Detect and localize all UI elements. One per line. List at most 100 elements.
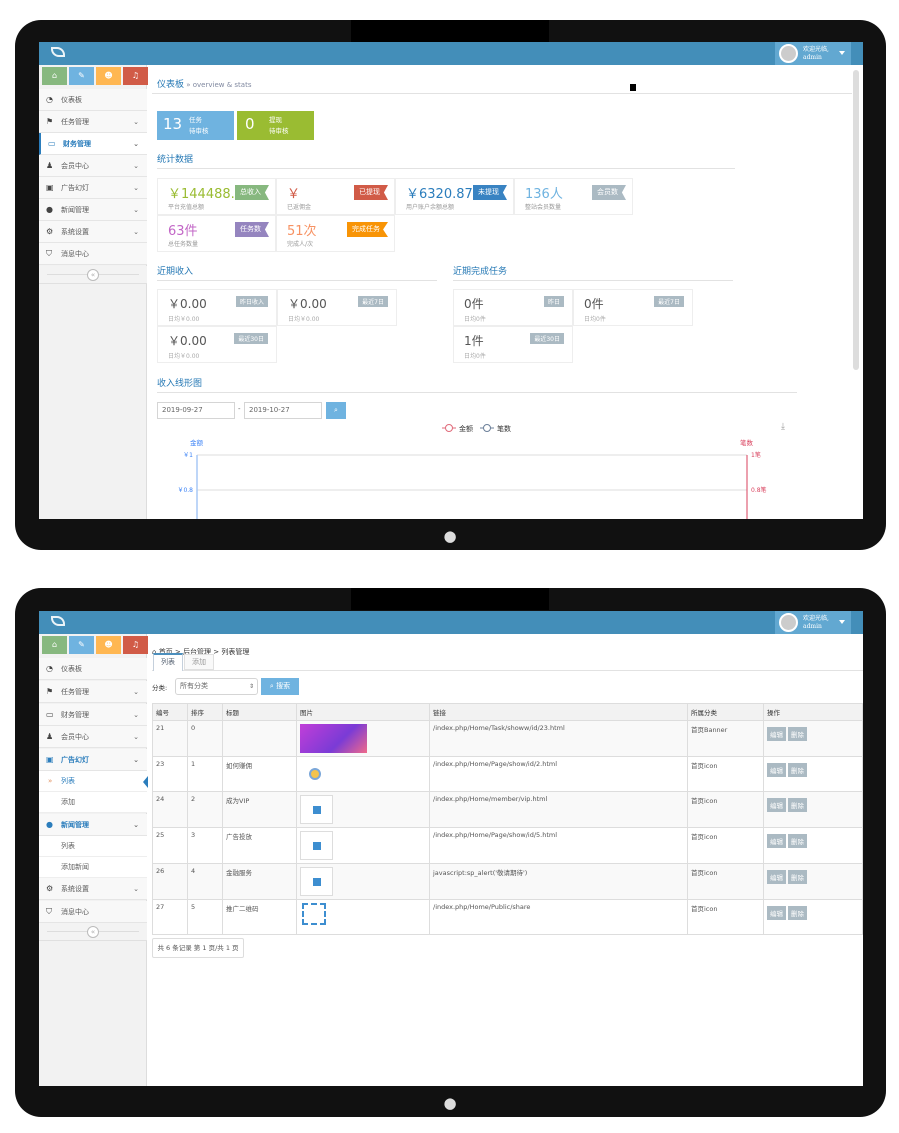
sidebar-item-ads[interactable]: ▣ 广告幻灯 ⌄ (39, 749, 147, 771)
user-menu[interactable]: 欢迎光临, admin (775, 42, 851, 65)
filter-label: 分类: (152, 684, 168, 692)
sidebar-item-dashboard[interactable]: ◔ 仪表板 (39, 89, 147, 111)
sidebar-item-tasks[interactable]: ⚑ 任务管理 ⌄ (39, 681, 147, 703)
search-button[interactable]: ⌕ (326, 402, 346, 419)
cell-category: 首页icon (687, 791, 764, 828)
stat-value: 51次 (287, 224, 317, 239)
y-right-tick: 0.8笔 (751, 486, 767, 494)
search-button[interactable]: ⌕ 搜索 (261, 678, 299, 695)
shortcut-bell-button[interactable]: ♫ (123, 636, 148, 654)
collapse-double-left-icon[interactable]: « (87, 269, 99, 281)
stat-box: 63件 总任务数量 任务数 (157, 215, 276, 252)
date-to-input[interactable]: 2019-10-27 (244, 402, 322, 419)
delete-button[interactable]: 删除 (788, 906, 807, 920)
infobox-withdraw[interactable]: 0 提现 待审核 (237, 111, 314, 140)
delete-button[interactable]: 删除 (788, 798, 807, 812)
infobox-sublabel: 待审核 (189, 127, 209, 135)
edit-button[interactable]: 编辑 (767, 870, 786, 884)
shortcut-pencil-button[interactable]: ✎ (69, 636, 94, 654)
column-header: 所属分类 (687, 703, 764, 721)
cell-title: 如何赚佣 (222, 756, 297, 792)
column-header: 链接 (429, 703, 688, 721)
breadcrumb-admin[interactable]: 后台管理 (183, 648, 212, 656)
edit-button[interactable]: 编辑 (767, 834, 786, 848)
delete-button[interactable]: 删除 (788, 870, 807, 884)
broken-image-icon (300, 831, 333, 860)
legend-marker[interactable] (483, 424, 491, 432)
sidebar-subitem-ads-list[interactable]: » 列表 (39, 771, 148, 792)
chevron-down-icon: ⌄ (133, 821, 139, 829)
banner-image (300, 724, 367, 753)
sidebar-subitem-news-list[interactable]: 列表 (39, 836, 147, 857)
edit-button[interactable]: 编辑 (767, 763, 786, 777)
label: 仪表板 (61, 665, 82, 673)
table-row: 24 2 成为VIP/index.php/Home/member/vip.html 首… (152, 791, 863, 828)
sidebar-item-dashboard[interactable]: ◔ 仪表板 (39, 658, 147, 680)
cursor-mark (630, 84, 636, 91)
sidebar-item-finance[interactable]: ▭ 财务管理 ⌄ (39, 704, 147, 726)
gear-icon: ⚙ (46, 884, 54, 893)
tab-list[interactable]: 列表 (153, 653, 183, 671)
legend-label[interactable]: 金额 (459, 424, 473, 433)
monitor-frame-bottom: 欢迎光临, admin ⌂ ✎ ☻ ♫ ◔ 仪表板 ⚑ 任务管理 ⌄ ▭ 财务管理 ⌄ ♟ 会… (15, 588, 886, 1117)
column-header: 编号 (152, 703, 188, 721)
delete-button[interactable]: 删除 (788, 727, 807, 741)
tab-add[interactable]: 添加 (184, 654, 214, 670)
scrollbar[interactable] (853, 70, 859, 370)
sidebar-subitem-ads-add[interactable]: 添加 (39, 792, 147, 813)
shortcut-users-button[interactable]: ☻ (96, 67, 121, 85)
chevron-down-icon: ⌄ (133, 756, 139, 764)
stat-box: ￥ 已返佣金 已提现 (276, 178, 395, 215)
shortcut-users-button[interactable]: ☻ (96, 636, 121, 654)
legend-marker[interactable] (445, 424, 453, 432)
sidebar-item-messages[interactable]: ⛉ 消息中心 (39, 243, 147, 265)
sidebar-item-finance[interactable]: ▭ 财务管理 ⌄ (39, 133, 147, 155)
divider (152, 93, 852, 94)
sidebar-item-news[interactable]: ● 新闻管理 ⌄ (39, 814, 147, 836)
section-title-stats: 统计数据 (157, 155, 194, 165)
collapse-double-left-icon[interactable]: « (87, 926, 99, 938)
flag-icon: ⚑ (46, 687, 54, 696)
summary-box: 0件 日均0件 昨日 (453, 289, 573, 326)
sidebar-item-ads[interactable]: ▣ 广告幻灯 ⌄ (39, 177, 147, 199)
breadcrumb-home[interactable]: 首页 (158, 648, 173, 656)
cell-actions: 编辑 删除 (763, 756, 863, 792)
shortcut-pencil-button[interactable]: ✎ (69, 67, 94, 85)
sidebar-item-news[interactable]: ● 新闻管理 ⌄ (39, 199, 147, 221)
download-icon[interactable]: ⤓ (781, 422, 785, 432)
infobox-tasks[interactable]: 13 任务 待审核 (157, 111, 234, 140)
sidebar-collapse: « (39, 266, 147, 284)
summary-average: 日均0件 (464, 316, 486, 323)
label: 消息中心 (61, 250, 89, 258)
sidebar-subitem-news-add[interactable]: 添加新闻 (39, 857, 147, 878)
shortcut-home-button[interactable]: ⌂ (42, 67, 67, 85)
delete-button[interactable]: 删除 (788, 834, 807, 848)
breadcrumb: ⌂ 首页 > 后台管理 > 列表管理 (152, 647, 249, 657)
section-title-tasks: 近期完成任务 (453, 267, 508, 277)
sidebar-item-tasks[interactable]: ⚑ 任务管理 ⌄ (39, 111, 147, 133)
shortcut-home-button[interactable]: ⌂ (42, 636, 67, 654)
sidebar-item-settings[interactable]: ⚙ 系统设置 ⌄ (39, 878, 147, 900)
date-from-input[interactable]: 2019-09-27 (157, 402, 235, 419)
user-menu[interactable]: 欢迎光临, admin (775, 611, 851, 634)
caret-down-icon (839, 51, 845, 58)
shortcut-bell-button[interactable]: ♫ (123, 67, 148, 85)
sidebar-item-members[interactable]: ♟ 会员中心 ⌄ (39, 726, 147, 748)
home-icon: ⌂ (152, 648, 157, 656)
edit-button[interactable]: 编辑 (767, 798, 786, 812)
label: 系统设置 (61, 228, 89, 236)
chevron-down-icon: ⌄ (133, 206, 139, 214)
leaf-logo-icon (51, 47, 65, 57)
sidebar-item-messages[interactable]: ⛉ 消息中心 (39, 901, 147, 923)
legend-label[interactable]: 笔数 (497, 424, 511, 433)
edit-button[interactable]: 编辑 (767, 727, 786, 741)
sidebar-item-members[interactable]: ♟ 会员中心 ⌄ (39, 155, 147, 177)
edit-button[interactable]: 编辑 (767, 906, 786, 920)
label: 列表 (61, 777, 75, 785)
picture-icon: ▣ (46, 755, 54, 764)
delete-button[interactable]: 删除 (788, 763, 807, 777)
inbox-icon: ▭ (48, 139, 56, 148)
sidebar-item-settings[interactable]: ⚙ 系统设置 ⌄ (39, 221, 147, 243)
category-select[interactable]: 所有分类 ⇕ (175, 678, 258, 695)
stat-label: 平台充值总额 (168, 204, 205, 211)
